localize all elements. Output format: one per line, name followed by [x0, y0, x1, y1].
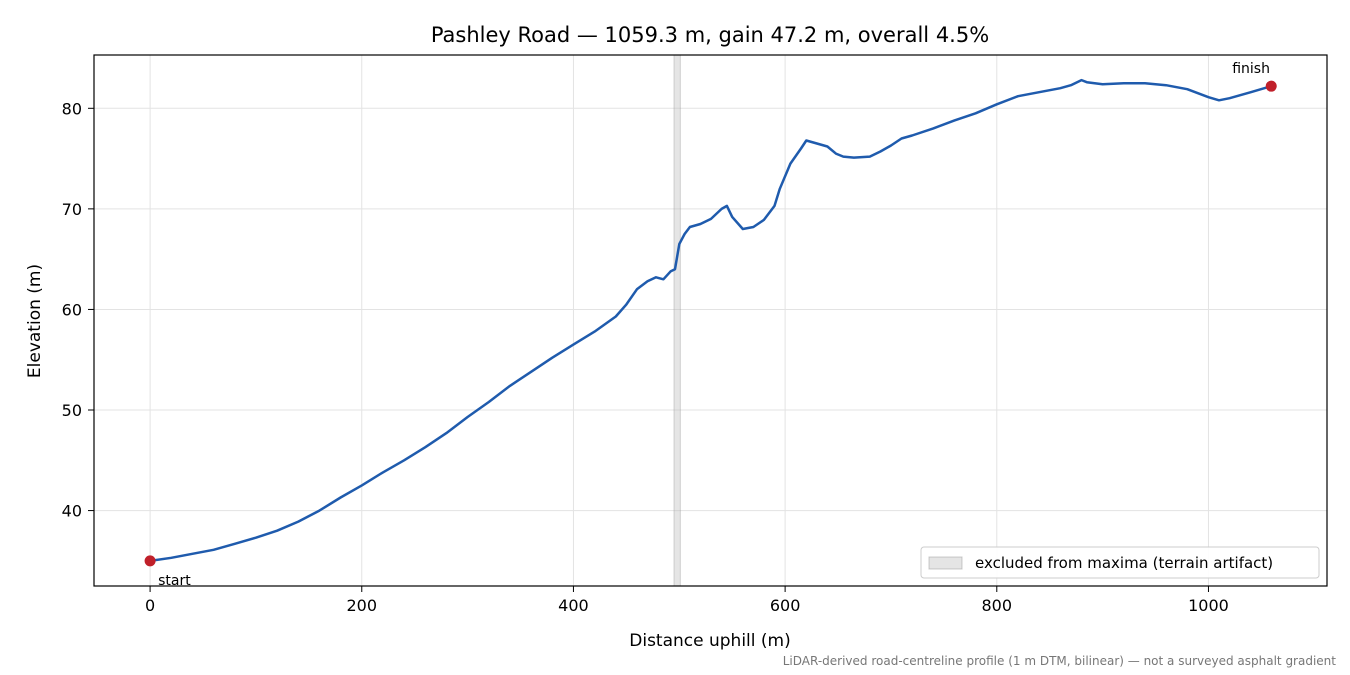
plot-area: 0 200 400 600 800 1000 40 50 60 70 80 start finish ex…: [62, 54, 1328, 615]
legend-swatch: [928, 556, 963, 570]
y-tick-label: 60: [62, 300, 82, 319]
legend-box: [920, 546, 1320, 579]
finish-marker: [1265, 80, 1277, 92]
chart-title: Pashley Road — 1059.3 m, gain 47.2 m, ov…: [431, 23, 989, 47]
legend: excluded from maxima (terrain artifact): [920, 546, 1320, 579]
x-tick-label: 0: [145, 596, 155, 615]
y-tick-label: 50: [62, 401, 82, 420]
y-tick-label: 80: [62, 99, 82, 118]
y-tick-label: 70: [62, 200, 82, 219]
x-tick-label: 400: [558, 596, 589, 615]
elevation-line: [149, 78, 1272, 563]
finish-label: finish: [1232, 61, 1270, 77]
start-label: start: [158, 573, 191, 589]
excluded-band: [673, 54, 681, 587]
x-tick-label: 1000: [1188, 596, 1229, 615]
x-tick-label: 600: [770, 596, 801, 615]
y-tick-label: 40: [62, 502, 82, 521]
axes-frame: [93, 54, 1328, 587]
footnote: LiDAR-derived road-centreline profile (1…: [783, 654, 1337, 668]
legend-label: excluded from maxima (terrain artifact): [975, 554, 1273, 572]
x-tick-label: 200: [346, 596, 377, 615]
start-marker: [144, 555, 156, 567]
x-tick-label: 800: [982, 596, 1013, 615]
x-axis-label: Distance uphill (m): [629, 631, 790, 651]
y-axis-label: Elevation (m): [25, 264, 45, 378]
